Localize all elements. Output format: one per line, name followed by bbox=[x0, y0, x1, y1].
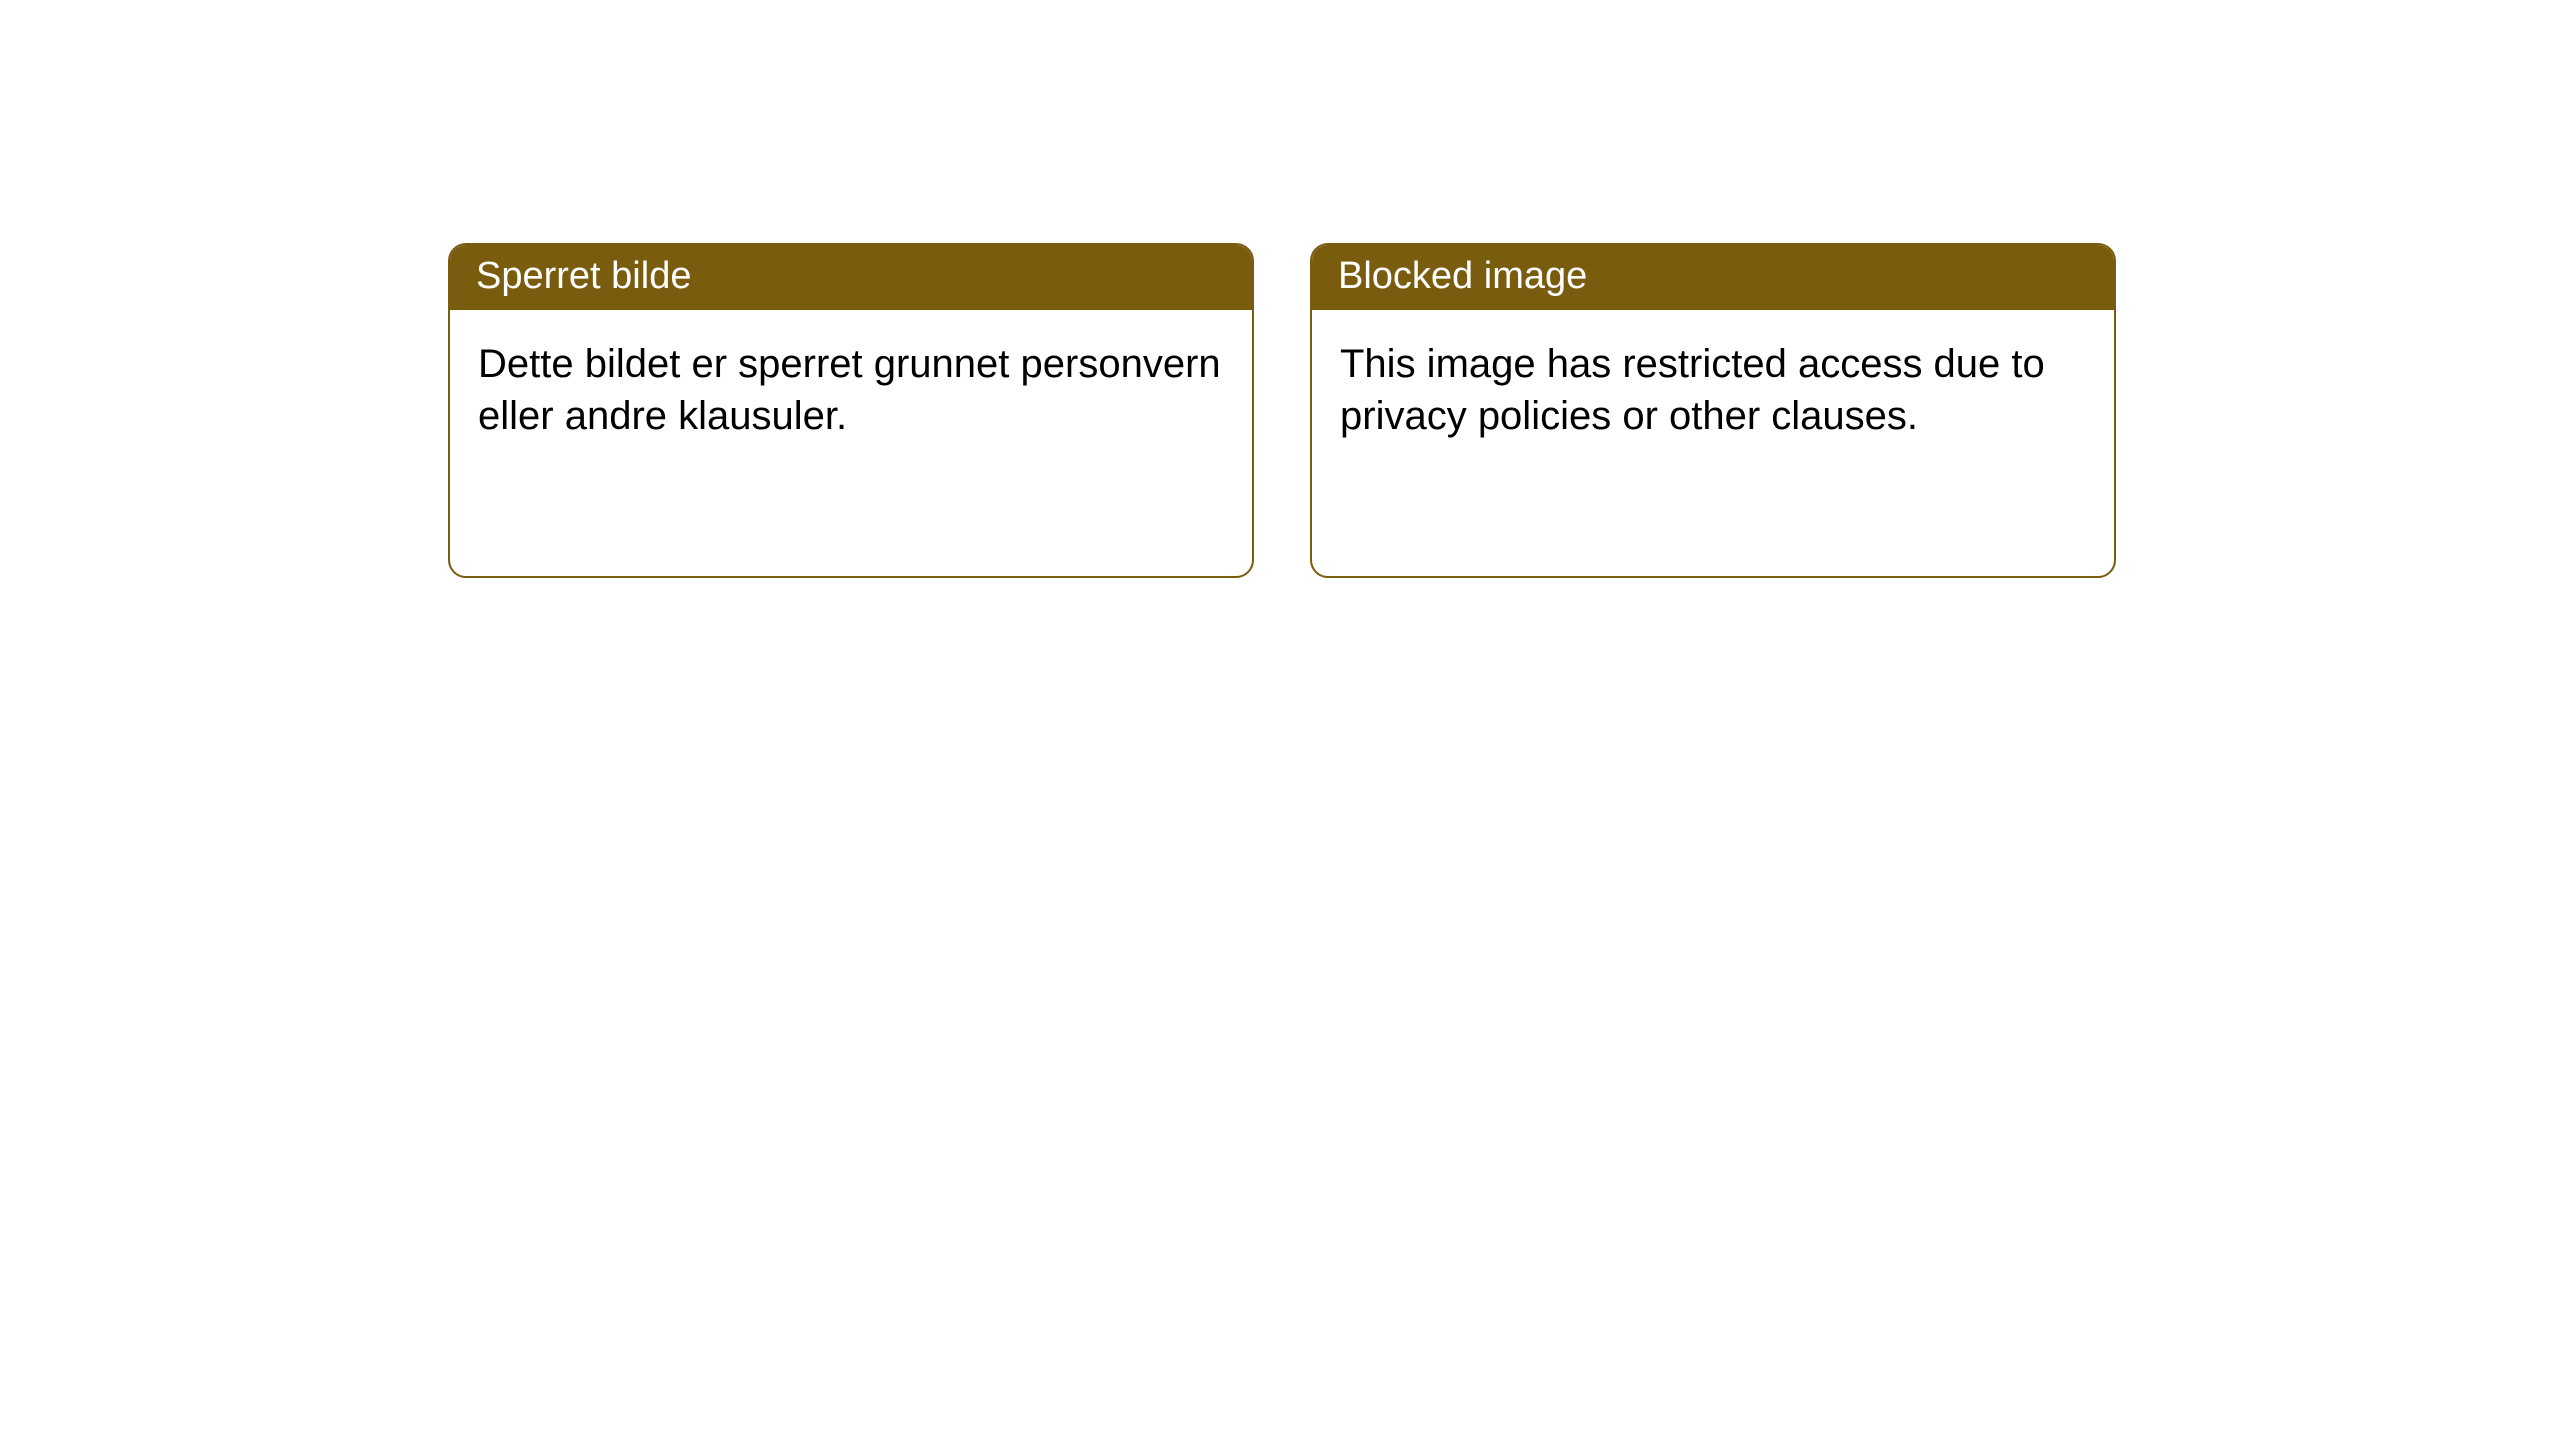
notice-body-norwegian: Dette bildet er sperret grunnet personve… bbox=[450, 310, 1252, 470]
notice-title-english: Blocked image bbox=[1312, 245, 2114, 310]
notice-card-norwegian: Sperret bilde Dette bildet er sperret gr… bbox=[448, 243, 1254, 578]
notice-card-english: Blocked image This image has restricted … bbox=[1310, 243, 2116, 578]
notice-container: Sperret bilde Dette bildet er sperret gr… bbox=[0, 0, 2560, 578]
notice-title-norwegian: Sperret bilde bbox=[450, 245, 1252, 310]
notice-body-english: This image has restricted access due to … bbox=[1312, 310, 2114, 470]
